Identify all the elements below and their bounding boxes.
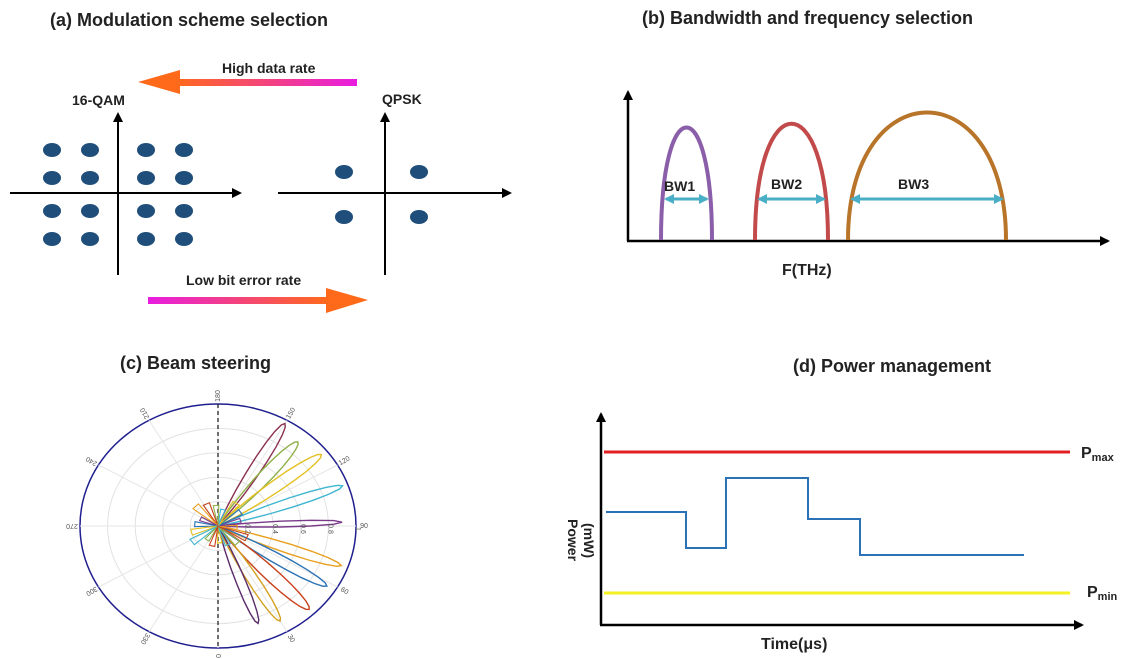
qam-point	[43, 143, 61, 157]
qam-point	[81, 204, 99, 218]
qpsk-label: QPSK	[382, 91, 422, 107]
qam-point	[43, 232, 61, 246]
panel-c-title: (c) Beam steering	[120, 353, 271, 373]
panel-b-title: (b) Bandwidth and frequency selection	[642, 8, 973, 28]
low-ber-arrow	[148, 288, 368, 313]
beam-lobe	[217, 422, 287, 527]
qpsk-point	[410, 165, 428, 179]
qam-constellation	[43, 143, 193, 246]
side-lobe	[217, 508, 226, 527]
polar-radius-label: 0.6	[299, 524, 306, 534]
power-axis-label-group: Power (mW)	[565, 519, 597, 562]
panel-a-modulation: (a) Modulation scheme selection High dat…	[10, 10, 512, 313]
beam-lobe	[217, 525, 260, 625]
qpsk-constellation	[335, 165, 428, 224]
beam-lobe	[217, 484, 344, 527]
side-lobe	[204, 525, 219, 542]
band-2-curve	[753, 121, 830, 241]
qam-point	[43, 204, 61, 218]
polar-angle-label: 60	[339, 586, 349, 596]
qpsk-point	[410, 210, 428, 224]
panel-c-beam-steering: (c) Beam steering 1801501209060300330300…	[66, 353, 368, 658]
qam-point	[81, 143, 99, 157]
side-lobe	[192, 503, 219, 527]
polar-angle-label: 270	[66, 522, 78, 529]
side-lobe	[208, 525, 219, 548]
polar-angle-label: 0	[214, 654, 221, 658]
polar-radius-label: 0.8	[326, 524, 333, 534]
polar-angle-label: 330	[139, 632, 151, 646]
polar-angle-label: 210	[139, 406, 151, 420]
side-lobe	[217, 525, 250, 542]
side-lobe	[194, 521, 219, 528]
qam-point	[43, 171, 61, 185]
side-lobe	[217, 508, 244, 527]
qam-point	[137, 143, 155, 157]
power-signal	[606, 477, 1024, 556]
polar-spoke	[98, 525, 219, 588]
band-3-curve	[846, 110, 1008, 241]
power-axis-unit: (mW)	[581, 523, 597, 558]
beam-lobe	[217, 453, 323, 527]
polar-angle-label: 30	[286, 634, 296, 644]
side-lobe	[189, 525, 219, 536]
beam-lobes	[189, 422, 344, 625]
qam-point	[137, 171, 155, 185]
beam-lobe	[217, 525, 282, 623]
qam-point	[175, 143, 193, 157]
polar-angle-label: 300	[85, 585, 99, 597]
qam-point	[137, 204, 155, 218]
side-lobe	[198, 516, 219, 527]
bw3-label: BW3	[898, 176, 929, 192]
polar-spoke	[98, 464, 219, 527]
band-1-curve	[659, 125, 714, 241]
polar-angle-label: 240	[85, 455, 99, 467]
panel-b-bandwidth: (b) Bandwidth and frequency selection BW…	[623, 8, 1110, 279]
bw1-label: BW1	[664, 178, 695, 194]
polar-radius-label: 0.2	[244, 524, 251, 534]
qpsk-point	[335, 210, 353, 224]
side-lobe	[212, 504, 220, 527]
side-lobe	[217, 517, 242, 527]
qam-point	[175, 204, 193, 218]
power-axis-label: Power	[565, 519, 581, 562]
polar-spoke	[148, 420, 219, 527]
qam-point	[137, 232, 155, 246]
polar-angle-label: 120	[338, 455, 352, 467]
qam-point	[175, 232, 193, 246]
high-data-rate-arrow	[138, 70, 357, 94]
beam-lobe	[217, 525, 310, 611]
pmax-label: Pmax	[1081, 445, 1115, 464]
bw2-label: BW2	[771, 176, 802, 192]
polar-angle-label: 180	[215, 390, 222, 402]
side-lobe	[217, 500, 241, 527]
side-lobe	[217, 524, 238, 531]
high-data-rate-label: High data rate	[222, 60, 316, 76]
panel-d-power: (d) Power management Pmax Pmin Power (mW…	[565, 356, 1118, 653]
qam-point	[81, 232, 99, 246]
panel-d-title: (d) Power management	[793, 356, 991, 376]
side-lobe	[217, 525, 232, 547]
beam-lobe	[217, 519, 343, 528]
panel-a-title: (a) Modulation scheme selection	[50, 10, 328, 30]
pmin-label: Pmin	[1087, 584, 1118, 603]
low-ber-label: Low bit error rate	[186, 272, 301, 288]
polar-angle-label: 150	[285, 407, 297, 421]
qam-point	[175, 171, 193, 185]
side-lobe	[216, 525, 223, 544]
qpsk-point	[335, 165, 353, 179]
side-lobe	[189, 525, 219, 546]
qam16-label: 16-QAM	[72, 92, 125, 108]
polar-angle-label: 90	[360, 523, 368, 530]
freq-axis-label: F(THz)	[782, 262, 832, 279]
polar-radius-label: 0.4	[271, 524, 278, 534]
qam-point	[81, 171, 99, 185]
side-lobe	[217, 525, 241, 546]
time-axis-label: Time(μs)	[761, 636, 827, 653]
side-lobe	[202, 502, 219, 527]
polar-spoke	[148, 525, 219, 632]
polar-radius-label: 1	[354, 527, 361, 531]
